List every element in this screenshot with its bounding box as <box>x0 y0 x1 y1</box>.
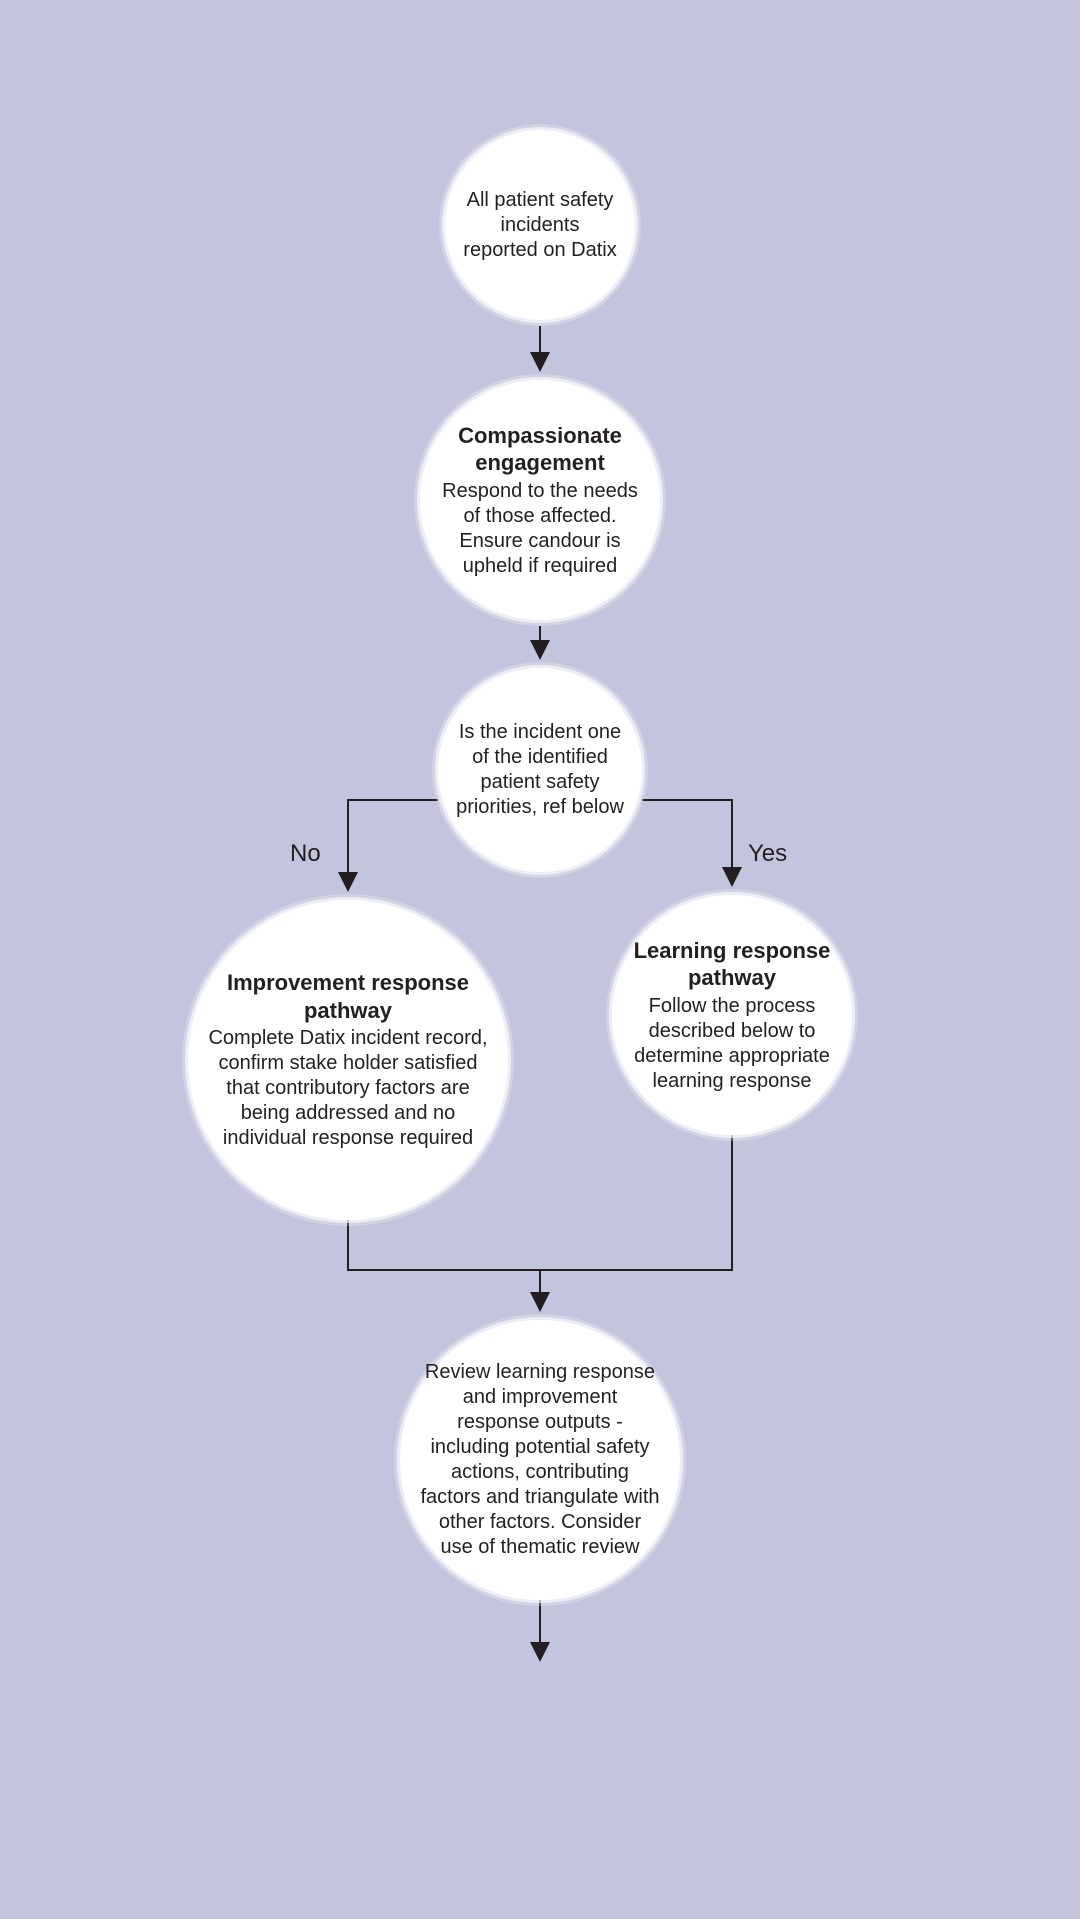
flowchart-canvas: No Yes All patient safety incidents report… <box>0 0 1080 1919</box>
flow-node-n5: Learning response pathwayFollow the proc… <box>612 895 852 1135</box>
node-body: Is the incident one of the identified pa… <box>452 720 628 820</box>
node-body: All patient safety incidents reported on… <box>463 188 617 263</box>
flow-node-n1: All patient safety incidents reported on… <box>445 130 635 320</box>
edge-label-yes: Yes <box>748 840 787 868</box>
flow-node-n3: Is the incident one of the identified pa… <box>438 668 642 872</box>
node-body: Complete Datix incident record, confirm … <box>206 1026 490 1151</box>
node-body: Review learning response and improvement… <box>420 1360 660 1560</box>
node-body: Follow the process described below to de… <box>630 994 834 1094</box>
edge-label-no: No <box>290 840 321 868</box>
node-title: Improvement response pathway <box>206 969 490 1024</box>
flow-node-n6: Review learning response and improvement… <box>400 1320 680 1600</box>
node-title: Compassionate engagement <box>442 422 638 477</box>
flow-node-n2: Compassionate engagementRespond to the n… <box>420 380 660 620</box>
flow-node-n4: Improvement response pathwayComplete Dat… <box>188 900 508 1220</box>
node-title: Learning response pathway <box>630 937 834 992</box>
node-body: Respond to the needs of those affected. … <box>442 479 638 579</box>
